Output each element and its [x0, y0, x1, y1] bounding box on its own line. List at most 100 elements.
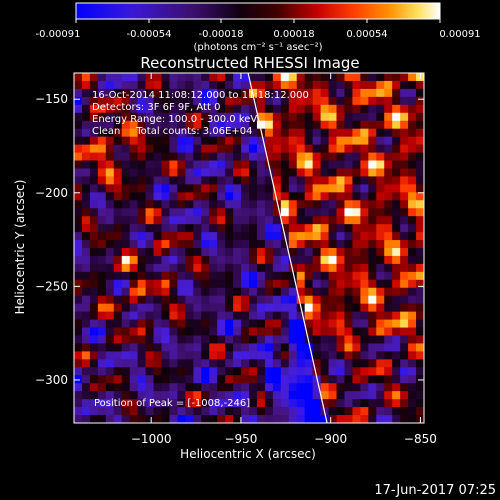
image-pixel	[209, 192, 218, 201]
image-pixel	[384, 200, 393, 209]
image-pixel	[161, 383, 170, 392]
image-pixel	[336, 152, 345, 161]
image-pixel	[312, 367, 321, 376]
image-pixel	[241, 391, 250, 400]
image-pixel	[312, 128, 321, 138]
image-pixel	[137, 279, 146, 289]
image-pixel	[217, 120, 226, 130]
image-pixel	[272, 407, 282, 416]
image-pixel	[153, 184, 162, 193]
image-pixel	[288, 160, 298, 169]
image-pixel	[296, 136, 306, 145]
image-pixel	[280, 303, 290, 313]
image-pixel	[256, 112, 266, 122]
image-pixel	[241, 343, 250, 352]
image-pixel	[74, 96, 83, 106]
image-pixel	[169, 407, 178, 416]
image-pixel	[264, 176, 274, 185]
image-pixel	[256, 311, 266, 320]
image-pixel	[256, 407, 266, 416]
image-pixel	[328, 319, 337, 328]
image-pixel	[105, 184, 115, 193]
image-pixel	[296, 375, 306, 384]
image-pixel	[201, 375, 210, 384]
image-pixel	[384, 375, 393, 384]
colorbar-tick-label: 0.00091	[439, 29, 480, 40]
image-pixel	[121, 80, 131, 90]
image-pixel	[145, 240, 154, 249]
image-pixel	[328, 255, 337, 265]
image-pixel	[137, 152, 146, 161]
image-pixel	[137, 120, 146, 130]
image-pixel	[376, 128, 385, 138]
image-pixel	[352, 343, 361, 352]
image-pixel	[121, 128, 131, 138]
image-pixel	[193, 279, 202, 289]
image-pixel	[225, 335, 234, 344]
image-pixel	[296, 144, 306, 153]
image-pixel	[209, 200, 218, 209]
image-pixel	[121, 391, 131, 400]
image-pixel	[153, 399, 162, 408]
image-pixel	[145, 327, 154, 336]
image-pixel	[328, 224, 337, 233]
image-pixel	[105, 168, 115, 177]
image-pixel	[233, 184, 242, 193]
image-pixel	[256, 120, 266, 130]
image-pixel	[368, 271, 377, 281]
image-pixel	[233, 319, 242, 328]
image-pixel	[89, 176, 99, 185]
image-pixel	[352, 216, 361, 225]
image-pixel	[360, 248, 369, 257]
image-pixel	[288, 240, 298, 249]
image-pixel	[97, 351, 107, 360]
image-pixel	[201, 391, 210, 400]
image-pixel	[384, 383, 393, 392]
image-pixel	[81, 168, 91, 177]
image-pixel	[145, 96, 154, 106]
image-pixel	[249, 160, 258, 169]
image-pixel	[328, 407, 337, 416]
image-pixel	[121, 136, 131, 145]
image-pixel	[233, 375, 242, 384]
image-pixel	[105, 415, 115, 423]
image-pixel	[193, 152, 202, 161]
image-pixel	[288, 128, 298, 138]
image-pixel	[217, 144, 226, 153]
image-pixel	[217, 104, 226, 114]
image-pixel	[137, 327, 146, 336]
image-pixel	[193, 399, 202, 408]
image-pixel	[360, 160, 369, 169]
image-pixel	[113, 399, 123, 408]
image-pixel	[129, 224, 139, 233]
image-pixel	[121, 287, 131, 297]
image-pixel	[392, 120, 401, 130]
image-pixel	[129, 152, 139, 161]
image-pixel	[105, 271, 115, 281]
image-pixel	[288, 73, 298, 82]
image-pixel	[400, 407, 409, 416]
image-pixel	[177, 240, 186, 249]
image-pixel	[312, 295, 321, 305]
image-pixel	[344, 96, 353, 106]
image-pixel	[137, 335, 146, 344]
image-pixel	[161, 224, 170, 233]
image-pixel	[113, 104, 123, 114]
image-pixel	[304, 168, 314, 177]
image-pixel	[376, 200, 385, 209]
image-pixel	[97, 240, 107, 249]
footer-date: 17-Jun-2017 07:25	[374, 483, 496, 498]
image-pixel	[193, 200, 202, 209]
image-pixel	[416, 176, 424, 185]
image-pixel	[280, 271, 290, 281]
image-pixel	[280, 112, 290, 122]
image-pixel	[97, 327, 107, 336]
image-pixel	[344, 216, 353, 225]
image-pixel	[320, 176, 329, 185]
image-pixel	[400, 88, 409, 98]
image-pixel	[272, 144, 282, 153]
image-pixel	[121, 383, 131, 392]
image-pixel	[161, 343, 170, 352]
image-pixel	[185, 391, 194, 400]
image-pixel	[272, 88, 282, 98]
